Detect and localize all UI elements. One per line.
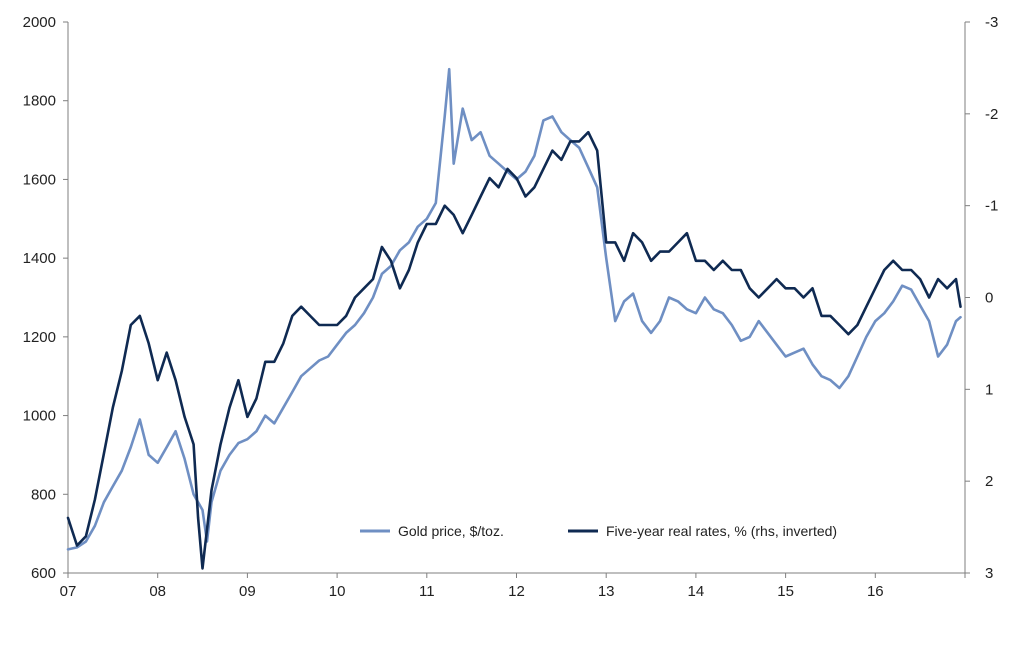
right-y-tick-label: 2	[985, 473, 993, 490]
x-tick-label: 15	[777, 583, 794, 600]
left-y-tick-label: 1000	[23, 408, 56, 425]
left-y-tick-label: 1800	[23, 93, 56, 110]
legend: Gold price, $/toz. Five-year real rates,…	[360, 523, 837, 539]
left-y-tick-label: 600	[31, 565, 56, 582]
x-tick-label: 11	[419, 583, 435, 600]
right-y-tick-label: -2	[985, 106, 998, 123]
chart-axes	[67, 22, 966, 574]
left-y-tick-label: 800	[31, 486, 56, 503]
legend-label-real-rates: Five-year real rates, % (rhs, inverted)	[606, 523, 837, 539]
series-line-gold-price	[66, 67, 962, 551]
series-layer	[66, 67, 962, 570]
right-y-tick-label: -3	[985, 14, 998, 31]
x-tick-label: 10	[329, 583, 346, 600]
x-tick-label: 12	[508, 583, 525, 600]
x-tick-label: 13	[598, 583, 615, 600]
series-line-real-rates	[66, 130, 962, 570]
left-y-tick-label: 1200	[23, 329, 56, 346]
right-y-tick-label: 3	[985, 565, 993, 582]
right-y-tick-label: -1	[985, 198, 998, 215]
x-tick-label: 14	[688, 583, 705, 600]
legend-label-gold-price: Gold price, $/toz.	[398, 523, 504, 539]
left-y-tick-label: 1400	[23, 250, 56, 267]
x-tick-label: 09	[239, 583, 256, 600]
right-y-tick-label: 1	[985, 381, 993, 398]
x-tick-label: 08	[149, 583, 166, 600]
right-y-tick-label: 0	[985, 290, 993, 307]
left-y-tick-label: 1600	[23, 171, 56, 188]
x-tick-label: 07	[60, 583, 77, 600]
left-y-tick-label: 2000	[23, 14, 56, 31]
x-tick-label: 16	[867, 583, 884, 600]
